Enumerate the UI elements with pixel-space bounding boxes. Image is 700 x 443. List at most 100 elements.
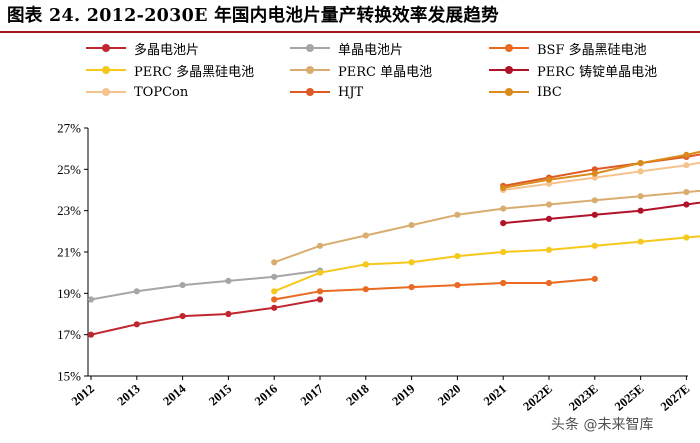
data-point-series-6 <box>545 215 553 222</box>
series-line-3 <box>274 277 595 301</box>
series-line-8 <box>503 153 700 187</box>
legend-label: TOPCon <box>134 84 189 100</box>
y-tick-label: 19% <box>57 286 81 301</box>
watermark: 头条 @未来智库 <box>551 417 654 433</box>
data-point-series-4 <box>316 269 324 276</box>
legend-label: BSF 多晶黑硅电池 <box>537 42 647 58</box>
x-tick-label: 2012 <box>69 382 97 409</box>
x-tick-label: 2023E <box>566 382 601 414</box>
legend-label: 单晶电池片 <box>338 42 404 58</box>
data-point-series-1 <box>133 321 140 328</box>
data-point-series-5 <box>500 205 507 212</box>
series-line-6 <box>503 201 700 225</box>
legend-item: PERC 单晶电池 <box>290 61 433 80</box>
series-line-2 <box>90 269 321 301</box>
data-point-series-5 <box>683 189 690 196</box>
data-point-series-1 <box>179 313 186 320</box>
legend-marker <box>306 66 314 74</box>
data-point-series-2 <box>133 288 140 295</box>
data-point-series-2 <box>179 282 186 289</box>
legend-swatch <box>86 44 126 52</box>
legend-swatch <box>290 88 330 96</box>
data-point-series-5 <box>362 232 369 239</box>
legend-item: BSF 多晶黑硅电池 <box>489 39 647 58</box>
legend-item: 多晶电池片 <box>86 39 200 58</box>
legend-marker <box>102 44 110 52</box>
data-point-series-3 <box>271 296 278 303</box>
data-point-series-4 <box>591 242 598 249</box>
legend-item: PERC 多晶黑硅电池 <box>86 61 254 80</box>
data-point-series-2 <box>87 296 95 303</box>
y-tick-label: 23% <box>57 203 81 218</box>
data-point-series-4 <box>362 261 369 268</box>
legend-swatch <box>489 66 529 74</box>
series-line-1 <box>90 298 321 336</box>
data-point-series-9 <box>591 170 598 177</box>
legend-marker <box>505 66 513 74</box>
legend-item: 单晶电池片 <box>290 39 404 58</box>
data-point-series-9 <box>683 151 690 158</box>
x-tick-label: 2014 <box>160 381 189 408</box>
data-point-series-4 <box>408 259 415 266</box>
data-point-series-1 <box>271 304 278 311</box>
legend-marker <box>306 44 314 52</box>
x-tick-label: 2013 <box>115 382 143 409</box>
data-point-series-4 <box>271 288 278 295</box>
x-tick-label: 2020 <box>435 382 463 409</box>
y-tick-label: 27% <box>57 121 81 136</box>
data-point-series-4 <box>637 238 644 245</box>
data-point-series-7 <box>683 162 690 169</box>
data-point-series-5 <box>316 242 324 249</box>
series-line-7 <box>503 161 700 191</box>
legend-marker <box>505 44 513 52</box>
data-point-series-3 <box>454 282 461 289</box>
data-point-series-5 <box>545 201 553 208</box>
data-point-series-3 <box>591 275 598 282</box>
data-point-series-7 <box>637 168 644 175</box>
y-tick-label: 25% <box>57 162 81 177</box>
legend-swatch <box>290 44 330 52</box>
legend-swatch <box>489 88 529 96</box>
x-tick-label: 2025E <box>612 382 647 414</box>
data-point-series-5 <box>271 259 278 266</box>
data-point-series-9 <box>500 184 507 191</box>
data-point-series-4 <box>545 246 553 253</box>
x-tick-label: 2018 <box>344 382 372 409</box>
legend-label: IBC <box>537 84 562 100</box>
data-point-series-3 <box>408 284 415 291</box>
data-point-series-3 <box>545 279 553 287</box>
legend-label: 多晶电池片 <box>134 42 200 58</box>
data-point-series-5 <box>454 211 461 218</box>
data-point-series-1 <box>87 331 95 338</box>
title-divider <box>0 31 700 33</box>
data-point-series-5 <box>408 222 415 229</box>
legend-item: HJT <box>290 83 363 101</box>
data-point-series-6 <box>683 201 690 208</box>
legend-marker <box>102 66 110 74</box>
data-point-series-5 <box>637 193 644 200</box>
y-tick-label: 17% <box>57 327 81 342</box>
x-tick-label: 2016 <box>252 382 280 409</box>
data-point-series-9 <box>545 176 553 183</box>
data-point-series-1 <box>225 310 232 318</box>
series-line-9 <box>503 150 700 189</box>
data-point-series-5 <box>591 197 598 204</box>
data-point-series-9 <box>637 160 644 167</box>
legend-label: PERC 单晶电池 <box>338 64 433 80</box>
data-point-series-4 <box>683 234 690 241</box>
legend-item: TOPCon <box>86 83 188 101</box>
data-point-series-4 <box>500 248 507 256</box>
legend-swatch <box>290 66 330 74</box>
series-line-5 <box>273 189 700 264</box>
legend-swatch <box>86 88 126 96</box>
legend-item: IBC <box>489 83 562 101</box>
data-point-series-6 <box>591 211 598 218</box>
y-tick-label: 21% <box>57 245 81 260</box>
data-point-series-1 <box>316 296 324 303</box>
legend-marker <box>306 88 314 96</box>
y-tick-label: 15% <box>57 369 81 384</box>
page-title: 图表 24. 2012-2030E 年国内电池片量产转换效率发展趋势 <box>7 6 499 26</box>
data-point-series-6 <box>500 220 507 227</box>
x-tick-label: 2027E <box>658 382 693 414</box>
